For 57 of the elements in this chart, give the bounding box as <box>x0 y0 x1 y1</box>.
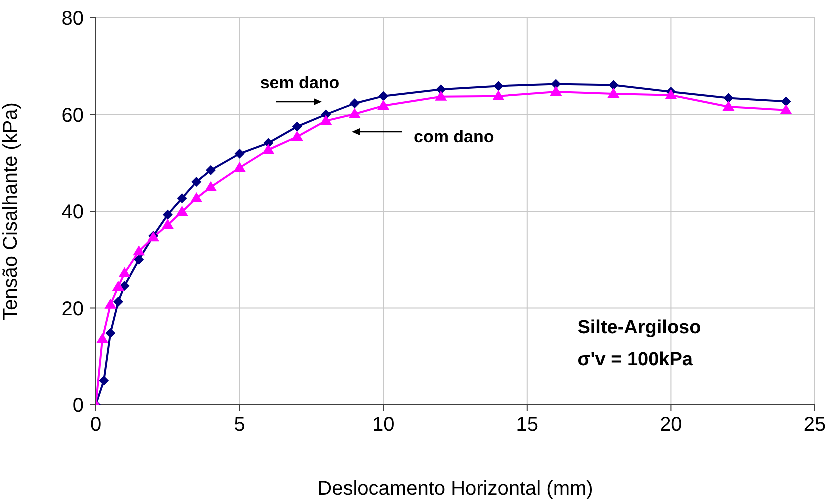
point <box>176 206 188 216</box>
point <box>112 280 124 291</box>
point <box>96 333 109 344</box>
point <box>494 81 504 92</box>
point <box>780 104 792 114</box>
point <box>104 298 117 309</box>
point <box>378 91 389 102</box>
annotation: sem dano <box>260 73 340 92</box>
point <box>436 84 446 95</box>
y-tick-label: 20 <box>62 298 84 320</box>
x-tick-label: 5 <box>234 414 246 436</box>
x-tick-label: 25 <box>804 414 826 436</box>
point <box>608 80 619 90</box>
point <box>492 90 505 100</box>
point <box>134 254 144 265</box>
point <box>234 162 246 172</box>
point <box>162 210 173 220</box>
point <box>348 108 361 118</box>
x-axis-title: Deslocamento Horizontal (mm) <box>318 478 594 499</box>
point <box>551 79 562 90</box>
point <box>435 90 448 101</box>
y-tick-label: 80 <box>62 8 84 30</box>
annotation: σ'v = 100kPa <box>578 349 694 370</box>
x-tick-label: 20 <box>660 414 682 436</box>
point <box>262 144 275 154</box>
point <box>106 328 116 338</box>
point <box>133 246 146 256</box>
point <box>120 280 130 291</box>
point <box>234 148 245 159</box>
point <box>192 176 202 187</box>
point <box>724 93 734 104</box>
point <box>292 122 302 132</box>
point <box>722 101 735 112</box>
point <box>118 267 131 278</box>
point <box>608 88 620 98</box>
point <box>781 96 792 107</box>
point <box>206 165 216 176</box>
x-tick-label: 15 <box>516 414 539 436</box>
point <box>162 219 174 230</box>
point <box>550 86 562 96</box>
y-axis-title: Tensão Cisalhante (kPa) <box>0 102 22 320</box>
point <box>378 100 390 110</box>
point <box>190 192 203 202</box>
x-tick-label: 0 <box>90 414 102 436</box>
point <box>320 115 332 126</box>
y-tick-label: 40 <box>62 202 84 224</box>
x-tick-label: 10 <box>372 414 395 436</box>
point <box>350 98 360 109</box>
point <box>291 131 304 142</box>
point <box>177 193 188 204</box>
annotation: com dano <box>414 127 494 146</box>
y-tick-label: 0 <box>72 395 84 418</box>
annotation: Silte-Argiloso <box>578 317 702 338</box>
point <box>99 376 110 386</box>
point <box>205 181 218 192</box>
point <box>113 296 124 307</box>
y-tick-label: 60 <box>62 104 84 127</box>
